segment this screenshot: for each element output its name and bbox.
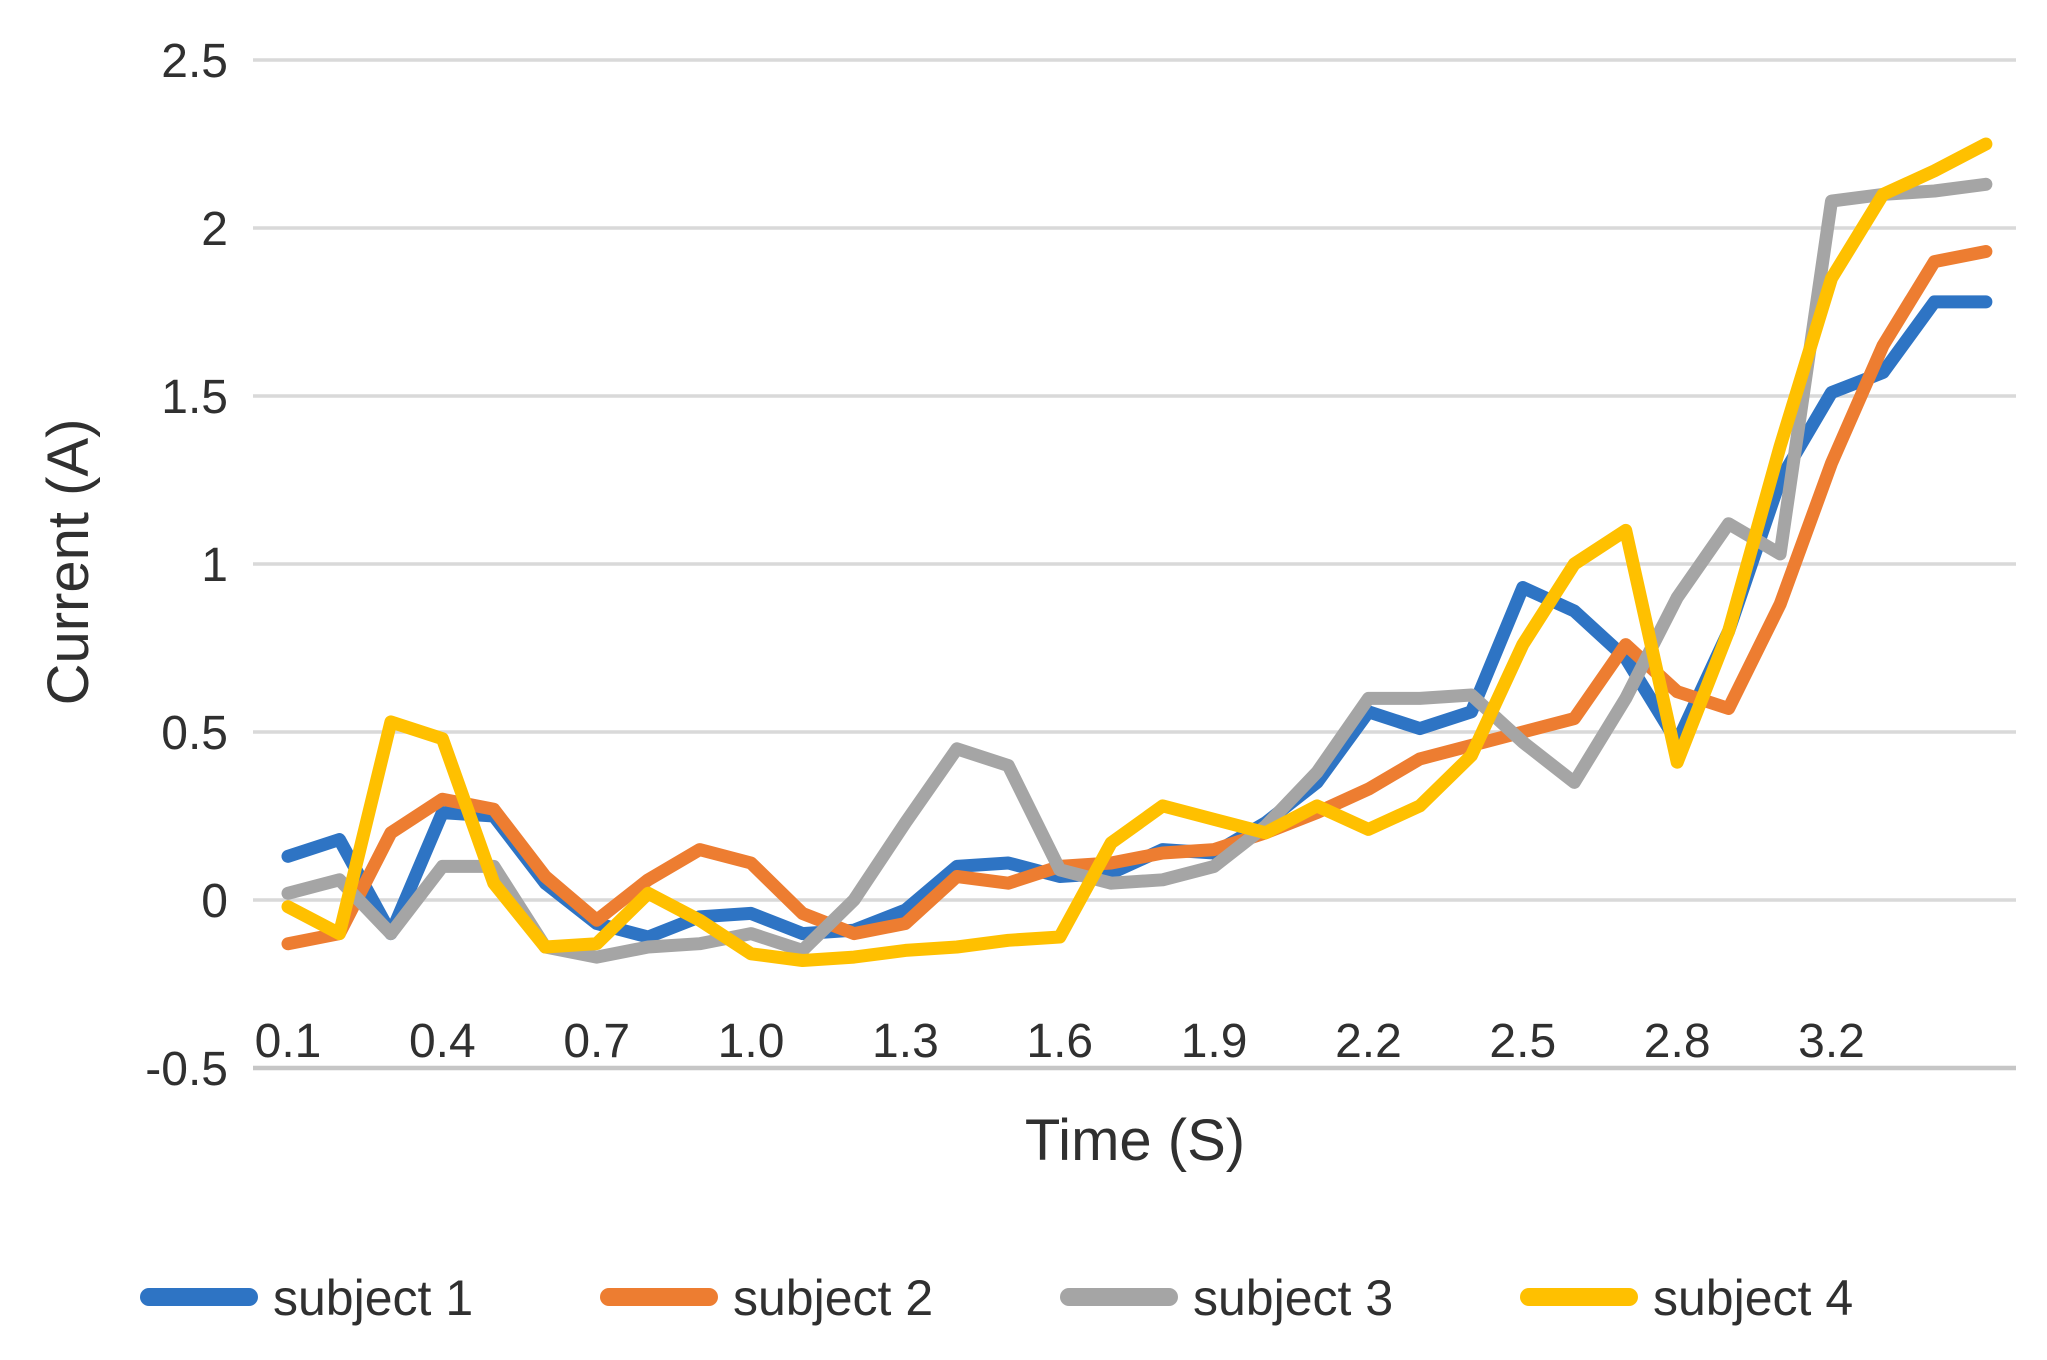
gridlines (253, 58, 2016, 1071)
y-tick-label: 1.5 (161, 371, 228, 424)
x-tick-label: 1.3 (872, 1015, 939, 1068)
legend-item-subject-2: subject 2 (600, 1270, 933, 1326)
x-tick-label: 1.6 (1026, 1015, 1093, 1068)
legend-label: subject 4 (1653, 1270, 1853, 1326)
y-axis-tick-labels: -0.5 0 0.5 1 1.5 2 2.5 (145, 35, 228, 1096)
x-tick-label: 2.5 (1489, 1015, 1556, 1068)
x-tick-label: 2.8 (1644, 1015, 1711, 1068)
x-tick-label: 1.0 (718, 1015, 785, 1068)
y-tick-label: 1 (201, 539, 228, 592)
series-line-subject-2 (281, 245, 1993, 951)
legend-item-subject-3: subject 3 (1060, 1270, 1393, 1326)
x-tick-label: 2.2 (1335, 1015, 1402, 1068)
legend-label: subject 3 (1193, 1270, 1393, 1326)
legend: subject 1 subject 2 subject 3 subject 4 (140, 1270, 1853, 1326)
legend-swatch (140, 1288, 258, 1306)
legend-swatch (600, 1288, 718, 1306)
legend-label: subject 2 (733, 1270, 933, 1326)
x-tick-label: 3.2 (1798, 1015, 1865, 1068)
legend-swatch (1520, 1288, 1638, 1306)
y-tick-label: 2 (201, 203, 228, 256)
y-axis-title: Current (A) (36, 419, 101, 706)
x-axis-title: Time (S) (1025, 1108, 1245, 1173)
x-tick-label: 1.9 (1181, 1015, 1248, 1068)
legend-item-subject-1: subject 1 (140, 1270, 473, 1326)
y-tick-label: 2.5 (161, 35, 228, 88)
y-tick-label: 0.5 (161, 707, 228, 760)
x-axis-tick-labels: 0.1 0.4 0.7 1.0 1.3 1.6 1.9 2.2 2.5 2.8 3.2 (255, 1015, 1865, 1068)
series-lines (281, 137, 1993, 967)
y-tick-label: 0 (201, 875, 228, 928)
legend-item-subject-4: subject 4 (1520, 1270, 1853, 1326)
legend-swatch (1060, 1288, 1178, 1306)
y-tick-label: -0.5 (145, 1043, 228, 1096)
x-tick-label: 0.1 (255, 1015, 322, 1068)
series-line-subject-4 (281, 137, 1993, 967)
legend-label: subject 1 (273, 1270, 473, 1326)
series-line-subject-3 (281, 177, 1993, 964)
x-tick-label: 0.4 (409, 1015, 476, 1068)
x-tick-label: 0.7 (563, 1015, 630, 1068)
